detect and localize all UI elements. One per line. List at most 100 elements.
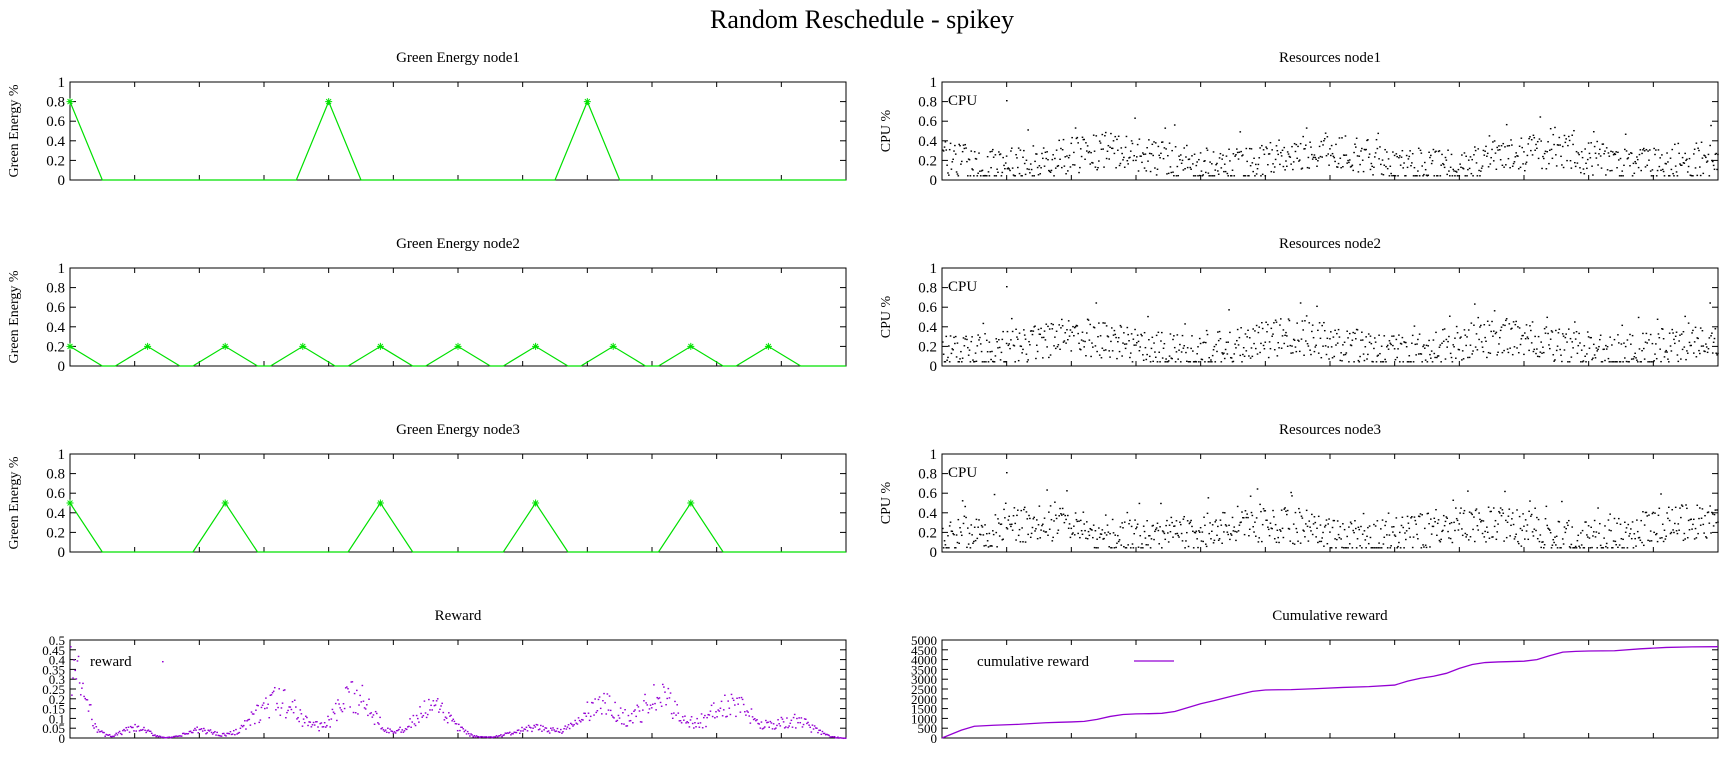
cpu-point — [1342, 344, 1344, 346]
cpu-point — [1687, 519, 1690, 522]
reward-point — [314, 721, 317, 723]
reward-point — [561, 732, 563, 734]
reward-point — [106, 734, 109, 736]
cpu-point — [1093, 327, 1096, 329]
reward-point — [154, 734, 156, 736]
cpu-point — [1328, 164, 1330, 166]
cpu-point — [1298, 350, 1301, 353]
reward-point — [379, 716, 381, 719]
cpu-point — [1539, 534, 1542, 536]
cpu-point — [1714, 328, 1717, 330]
cpu-point — [1498, 336, 1501, 339]
reward-point — [291, 701, 294, 703]
reward-point — [696, 717, 698, 720]
cpu-point — [944, 361, 947, 363]
cpu-point — [1027, 129, 1029, 131]
reward-point — [624, 709, 626, 711]
cpu-point — [981, 361, 984, 363]
cpu-point — [1167, 361, 1169, 363]
y-tick-label: 0.4 — [918, 506, 937, 522]
reward-point — [157, 736, 160, 738]
cpu-point — [1477, 529, 1480, 531]
cpu-point — [1486, 320, 1489, 322]
cpu-point — [1222, 353, 1224, 355]
cpu-point — [984, 524, 986, 526]
cpu-point — [1257, 331, 1260, 334]
cpu-point — [1518, 327, 1521, 329]
cpu-point — [1494, 332, 1497, 335]
reward-points — [70, 646, 847, 740]
cpu-point — [1682, 330, 1685, 333]
cpu-point — [1346, 162, 1348, 164]
cpu-point — [997, 171, 999, 173]
cpu-point — [1229, 533, 1232, 535]
reward-point — [716, 716, 718, 718]
cpu-point — [1381, 361, 1384, 363]
reward-point — [675, 714, 677, 716]
cpu-point — [1061, 149, 1064, 151]
cpu-point — [1461, 350, 1464, 352]
cpu-point — [1077, 532, 1079, 535]
cpu-point — [1219, 152, 1222, 155]
y-tick-label: 0 — [58, 545, 66, 561]
cpu-point — [1640, 519, 1642, 522]
cpu-point — [1059, 507, 1061, 510]
cpu-point — [1618, 361, 1621, 363]
cpu-point — [1067, 170, 1069, 172]
reward-point — [209, 729, 212, 731]
cpu-point — [1032, 518, 1035, 520]
cpu-point — [1221, 352, 1223, 354]
cpu-point — [1596, 547, 1599, 549]
cpu-point — [1315, 344, 1317, 346]
cpu-point — [1341, 137, 1343, 139]
cpu-point — [1398, 361, 1401, 363]
cpu-point — [1451, 361, 1454, 363]
cpu-point — [1663, 175, 1666, 177]
cpu-point — [960, 361, 963, 363]
cpu-point — [1261, 173, 1264, 176]
reward-point — [313, 724, 316, 726]
reward-point — [727, 700, 729, 702]
cpu-point — [1274, 523, 1277, 526]
cpu-point — [1010, 147, 1013, 149]
cpu-point — [1578, 332, 1580, 335]
cpu-point — [1150, 153, 1153, 155]
cpu-point — [1580, 361, 1582, 363]
cpu-point — [1602, 143, 1605, 145]
cpu-point — [1432, 525, 1435, 528]
chart-title: Resources node3 — [1279, 422, 1381, 438]
reward-point — [398, 728, 400, 731]
cpu-point — [1544, 150, 1547, 152]
cpu-point — [1513, 161, 1516, 163]
cpu-point — [1435, 150, 1437, 152]
reward-point — [762, 727, 765, 729]
reward-point — [573, 723, 575, 726]
cpu-point — [1281, 149, 1284, 151]
cpu-point — [1222, 511, 1224, 514]
cpu-point — [1028, 514, 1030, 517]
cpu-point — [1379, 146, 1381, 148]
cpu-point — [1708, 175, 1711, 177]
y-axis-label: Green Energy % — [7, 270, 22, 363]
cpu-point — [1620, 537, 1623, 540]
cpu-point — [1651, 512, 1654, 515]
cpu-point — [1622, 175, 1624, 177]
cpu-point — [1043, 330, 1046, 332]
reward-point — [596, 710, 599, 712]
cpu-point — [1467, 356, 1469, 359]
y-tick-label: 0.4 — [918, 320, 937, 336]
reward-point — [267, 703, 269, 705]
cpu-point — [1102, 538, 1104, 540]
cpu-point — [1107, 531, 1110, 533]
cpu-point — [1521, 334, 1524, 337]
cpu-point — [1169, 530, 1172, 533]
cpu-point — [1337, 328, 1340, 331]
cpu-point — [1439, 344, 1442, 346]
cpu-point — [1429, 546, 1431, 548]
reward-point — [103, 731, 105, 734]
cpu-point — [1355, 146, 1357, 148]
reward-point — [115, 732, 118, 735]
cpu-point — [948, 361, 951, 363]
cpu-point — [985, 544, 987, 547]
cpu-point — [1179, 361, 1182, 363]
